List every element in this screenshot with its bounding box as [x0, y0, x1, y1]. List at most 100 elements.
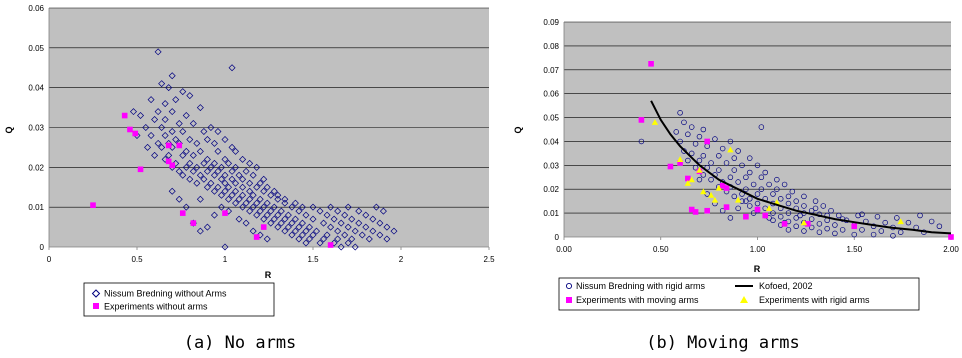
- left-gridlines: [48, 7, 490, 250]
- right-x-tick-labels: 0.00 0.50 1.00 1.50 2.00: [556, 245, 959, 254]
- y-tick-label: 0.01: [543, 209, 559, 218]
- data-point-circle: [712, 136, 718, 142]
- data-point-diamond: [228, 175, 236, 183]
- data-point-diamond: [351, 227, 359, 235]
- data-point-diamond: [161, 155, 169, 163]
- data-point-diamond: [309, 203, 317, 211]
- y-tick-label: 0.03: [28, 124, 44, 133]
- data-point-circle: [677, 110, 683, 116]
- x-tick-label: 1.50: [846, 245, 862, 254]
- data-point-diamond: [337, 243, 345, 251]
- data-point-diamond: [151, 151, 159, 159]
- data-point-triangle: [897, 218, 904, 225]
- data-point-circle: [747, 155, 753, 161]
- y-tick-label: 0.01: [28, 203, 44, 212]
- data-point-diamond: [288, 219, 296, 227]
- data-point-diamond: [203, 135, 211, 143]
- data-point-diamond: [165, 151, 173, 159]
- data-point-diamond: [320, 219, 328, 227]
- data-point-triangle: [707, 191, 715, 198]
- y-tick-label: 0.05: [543, 114, 559, 123]
- right-legend-label-kofoed: Kofoed, 2002: [759, 281, 813, 291]
- right-y-axis-label: Q: [513, 126, 523, 133]
- data-point-diamond: [207, 179, 215, 187]
- data-point-diamond: [221, 243, 229, 251]
- data-point-diamond: [144, 143, 152, 151]
- data-point-circle: [747, 169, 753, 176]
- data-point-circle: [762, 169, 768, 176]
- data-point-diamond: [214, 167, 222, 175]
- data-point-square: [165, 158, 172, 165]
- data-point-diamond: [189, 167, 197, 175]
- data-point-diamond: [253, 199, 261, 207]
- data-point-diamond: [260, 215, 268, 223]
- data-point-circle: [677, 138, 683, 145]
- data-point-diamond: [242, 219, 250, 227]
- x-tick-label: 2.00: [943, 245, 959, 254]
- x-tick-label: 0.5: [131, 255, 143, 264]
- data-point-square: [260, 224, 267, 230]
- data-point-diamond: [246, 179, 254, 187]
- data-point-circle: [793, 198, 799, 204]
- data-point-triangle: [727, 146, 734, 153]
- data-point-circle: [870, 231, 877, 238]
- data-point-square: [685, 175, 691, 182]
- data-point-diamond: [182, 112, 190, 120]
- data-point-circle: [700, 126, 707, 133]
- data-point-square: [805, 221, 811, 227]
- data-point-diamond: [274, 191, 282, 199]
- data-point-square: [688, 206, 695, 213]
- y-tick-label: 0.07: [543, 66, 559, 75]
- data-point-diamond: [376, 219, 384, 227]
- data-point-diamond: [253, 163, 261, 171]
- data-point-circle: [905, 219, 912, 226]
- data-point-circle: [801, 203, 807, 209]
- data-point-circle: [731, 167, 738, 173]
- data-point-diamond: [249, 191, 257, 199]
- data-point-diamond: [355, 219, 363, 227]
- data-point-diamond: [348, 235, 356, 243]
- y-tick-label: 0: [555, 233, 560, 242]
- data-point-diamond: [334, 227, 342, 235]
- data-point-diamond: [302, 227, 310, 235]
- data-point-diamond: [217, 175, 225, 183]
- data-point-square: [169, 162, 175, 169]
- data-point-circle: [743, 198, 749, 204]
- data-point-diamond: [232, 163, 240, 171]
- data-point-diamond: [263, 183, 271, 191]
- data-point-diamond: [358, 231, 366, 239]
- data-point-diamond: [284, 211, 292, 219]
- data-point-diamond: [372, 203, 380, 211]
- data-point-circle: [731, 193, 738, 200]
- left-y-axis-label: Q: [4, 126, 14, 133]
- data-point-square: [781, 221, 788, 227]
- data-point-diamond: [362, 211, 370, 219]
- data-point-circle: [692, 141, 699, 147]
- data-point-diamond: [344, 239, 352, 247]
- data-point-square: [692, 209, 699, 215]
- data-point-diamond: [221, 171, 229, 179]
- x-tick-label: 2.5: [483, 255, 495, 264]
- data-point-diamond: [186, 159, 194, 167]
- data-point-diamond: [172, 135, 180, 143]
- y-tick-label: 0: [40, 243, 45, 252]
- data-point-diamond: [277, 219, 285, 227]
- y-tick-label: 0.04: [543, 137, 559, 146]
- data-point-square: [677, 160, 683, 166]
- data-point-circle: [797, 212, 803, 219]
- data-point-diamond: [217, 163, 225, 171]
- data-point-circle: [723, 160, 730, 166]
- data-point-circle: [696, 157, 703, 164]
- data-point-circle: [936, 223, 943, 230]
- x-tick-label: 1.00: [750, 245, 766, 254]
- data-point-diamond: [383, 235, 391, 243]
- data-point-circle: [793, 223, 799, 230]
- data-point-circle: [801, 193, 807, 200]
- data-point-diamond: [267, 219, 275, 227]
- data-point-circle: [785, 227, 792, 233]
- x-tick-label: 0.50: [653, 245, 669, 254]
- data-point-circle: [758, 186, 765, 192]
- data-point-diamond: [302, 239, 310, 247]
- data-point-diamond: [225, 183, 233, 191]
